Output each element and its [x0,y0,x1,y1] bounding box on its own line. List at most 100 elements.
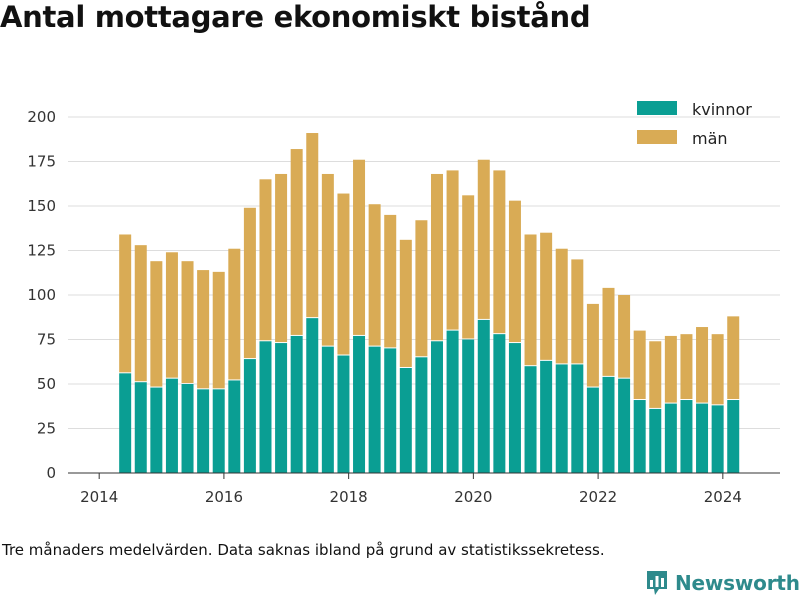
bar-kvinnor [399,367,412,473]
bar-chart-logo-icon [647,571,667,595]
bar-man [524,234,537,366]
bar-kvinnor [571,364,584,473]
bar-man [399,239,412,367]
bar-kvinnor [462,339,475,473]
x-tick-label: 2018 [330,488,368,506]
bar-man [680,334,693,400]
bar-kvinnor [727,400,740,473]
bar-man [321,173,334,346]
bars [119,133,740,473]
x-tick-label: 2024 [704,488,742,506]
bar-man [165,252,178,378]
brand-name: Newsworthy [675,571,800,595]
bar-kvinnor [228,380,241,473]
bar-man [586,303,599,387]
bar-kvinnor [290,335,303,473]
bar-man [275,173,288,343]
bar-man [618,295,631,378]
bar-man [446,170,459,330]
bar-man [462,195,475,339]
bar-kvinnor [508,343,521,473]
y-tick-label: 75 [37,331,56,349]
bar-man [415,220,428,357]
bar-kvinnor [321,346,334,473]
bar-man [727,316,740,400]
bar-kvinnor [649,408,662,473]
axes: 0 25 50 75 100 125 150 175 200 2014 2016 2018 2020 20… [27,108,780,506]
bar-kvinnor [353,335,366,473]
bar-kvinnor [119,373,132,473]
bar-man [555,248,568,364]
bar-man [571,259,584,364]
legend-swatch-kvinnor [637,101,677,115]
legend-label-kvinnor: kvinnor [692,100,752,119]
bar-kvinnor [446,330,459,473]
y-tick-label: 100 [27,286,56,304]
bar-man [430,173,443,341]
bar-kvinnor [633,400,646,473]
bar-kvinnor [415,357,428,473]
bar-kvinnor [664,403,677,473]
bar-man [150,261,163,387]
bar-man [306,133,319,318]
chart-title: Antal mottagare ekonomiskt bistånd [0,0,591,34]
bar-kvinnor [306,318,319,473]
bar-kvinnor [165,378,178,473]
bar-kvinnor [384,348,397,473]
bar-kvinnor [181,384,194,473]
legend-swatch-man [637,130,677,144]
bar-kvinnor [477,319,490,473]
bar-kvinnor [243,359,256,473]
y-tick-label: 200 [27,108,56,126]
bar-man [633,330,646,400]
footnote: Tre månaders medelvärden. Data saknas ib… [2,541,605,559]
bar-kvinnor [275,343,288,473]
bar-man [228,248,241,380]
bar-man [181,261,194,383]
x-tick-label: 2014 [80,488,118,506]
bar-kvinnor [368,346,381,473]
bar-kvinnor [602,376,615,473]
bar-kvinnor [680,400,693,473]
bar-man [243,207,256,359]
bar-man [368,204,381,346]
bar-kvinnor [711,405,724,473]
brand-logo[interactable]: Newsworthy [645,569,800,597]
bar-man [119,234,132,373]
bar-kvinnor [212,389,225,473]
y-tick-label: 150 [27,197,56,215]
bar-kvinnor [540,360,553,473]
bar-man [212,271,225,389]
bar-man [259,179,272,341]
bar-man [197,270,210,389]
y-tick-label: 125 [27,242,56,260]
bar-man [353,159,366,335]
bar-man [711,334,724,405]
bar-kvinnor [493,334,506,473]
bar-man [602,287,615,376]
x-tick-label: 2020 [454,488,492,506]
y-tick-label: 0 [46,464,56,482]
bar-man [649,341,662,408]
bar-man [508,200,521,343]
bar-man [337,193,350,355]
bar-man [664,335,677,403]
bar-man [493,170,506,334]
y-tick-label: 50 [37,375,56,393]
bar-kvinnor [259,341,272,473]
bar-man [134,245,147,382]
legend: kvinnor män [637,100,752,148]
bar-man [477,159,490,319]
bar-kvinnor [524,366,537,473]
x-tick-label: 2016 [205,488,243,506]
bar-kvinnor [618,378,631,473]
bar-kvinnor [337,355,350,473]
bar-man [290,149,303,335]
bar-kvinnor [430,341,443,473]
bar-kvinnor [150,387,163,473]
bar-man [384,214,397,348]
bar-man [540,232,553,360]
y-tick-label: 175 [27,153,56,171]
bar-man [696,327,709,403]
